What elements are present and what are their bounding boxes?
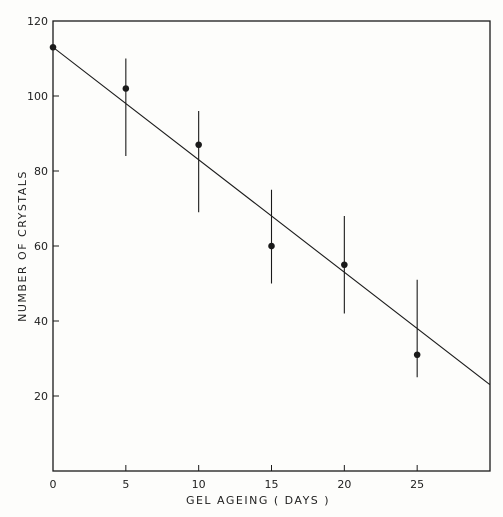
y-tick-label: 100 xyxy=(27,90,48,103)
y-axis-ticks: 20 40 60 80 100 120 xyxy=(27,15,59,403)
x-tick-label: 10 xyxy=(192,478,206,491)
y-axis-title: NUMBER OF CRYSTALS xyxy=(16,170,29,322)
y-tick-label: 120 xyxy=(27,15,48,28)
y-tick-label: 80 xyxy=(34,165,48,178)
y-tick-label: 60 xyxy=(34,240,48,253)
x-tick-label: 20 xyxy=(337,478,351,491)
data-points xyxy=(49,43,421,359)
data-point xyxy=(195,141,202,149)
y-tick-label: 20 xyxy=(34,390,48,403)
data-point xyxy=(268,242,275,250)
x-tick-label: 25 xyxy=(410,478,424,491)
data-point xyxy=(341,261,348,269)
x-axis-ticks: 0 5 10 15 20 25 xyxy=(50,465,424,491)
x-tick-label: 0 xyxy=(50,478,57,491)
x-axis-title: GEL AGEING ( DAYS ) xyxy=(186,494,330,507)
x-tick-label: 15 xyxy=(265,478,279,491)
data-point xyxy=(122,85,130,92)
error-bars xyxy=(125,58,418,378)
x-tick-label: 5 xyxy=(122,478,129,491)
data-point xyxy=(413,351,421,359)
data-point xyxy=(49,43,57,51)
y-tick-label: 40 xyxy=(34,315,48,328)
